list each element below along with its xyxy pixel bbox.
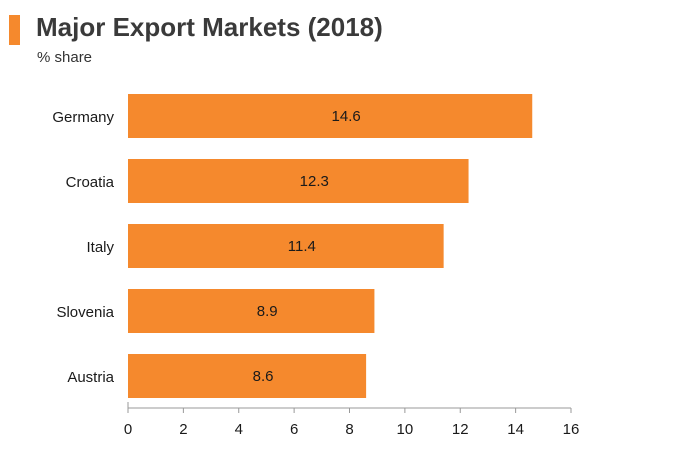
category-label-germany: Germany: [52, 109, 114, 126]
bar-italy: [128, 224, 444, 268]
data-label-austria: 8.6: [253, 368, 274, 385]
chart-title: Major Export Markets (2018): [36, 12, 383, 42]
bar-germany: [128, 94, 533, 138]
bar-croatia: [128, 159, 469, 203]
category-label-croatia: Croatia: [66, 174, 115, 191]
category-label-austria: Austria: [67, 369, 114, 386]
x-tick-label-2: 2: [179, 421, 187, 438]
x-tick-label-6: 6: [290, 421, 298, 438]
category-label-slovenia: Slovenia: [56, 304, 114, 321]
x-tick-label-16: 16: [563, 421, 580, 438]
bar-austria: [128, 354, 367, 398]
x-tick-label-12: 12: [452, 421, 469, 438]
chart-subtitle: % share: [37, 49, 93, 66]
bars-layer: 14.6 Germany 12.3 Croatia 11.4 Italy 8.9 Sloven…: [52, 94, 533, 398]
data-label-germany: 14.6: [332, 108, 361, 125]
x-tick-label-14: 14: [507, 421, 524, 438]
title-accent-bar: [9, 15, 20, 45]
x-tick-label-10: 10: [397, 421, 414, 438]
data-label-croatia: 12.3: [300, 173, 329, 190]
x-axis: 0 2 4 6 8 10 12 14 16: [124, 402, 580, 438]
x-tick-label-8: 8: [345, 421, 353, 438]
data-label-italy: 11.4: [288, 238, 316, 255]
bar-slovenia: [128, 289, 375, 333]
data-label-slovenia: 8.9: [257, 303, 278, 320]
x-tick-label-0: 0: [124, 421, 132, 438]
x-tick-label-4: 4: [235, 421, 243, 438]
category-label-italy: Italy: [86, 239, 114, 256]
